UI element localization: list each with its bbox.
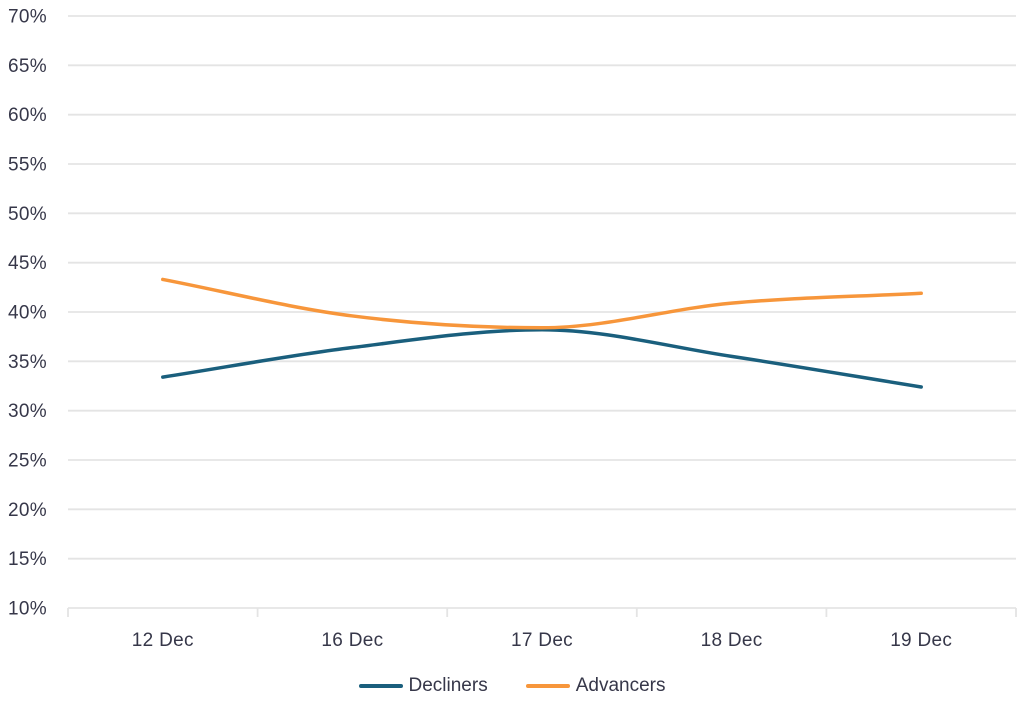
plot-area: 70% 65% 60% 55% 50% 45% 40% 35% 30% 25% 20% 15% 10% 1… xyxy=(8,7,1017,651)
y-axis-label-40: 40% xyxy=(8,303,47,324)
y-axis-label-15: 15% xyxy=(8,549,47,570)
decliners-legend-label: Decliners xyxy=(408,675,488,696)
advancers-line-swatch xyxy=(525,684,570,688)
y-axis-label-30: 30% xyxy=(8,401,47,422)
x-axis-label-19-dec: 19 Dec xyxy=(890,630,952,651)
y-axis-label-60: 60% xyxy=(8,105,47,126)
y-axis-label-70: 70% xyxy=(8,7,47,28)
advancers-legend-label: Advancers xyxy=(575,675,666,696)
x-axis-label-12-dec: 12 Dec xyxy=(132,630,194,651)
y-axis-label-10: 10% xyxy=(8,599,47,620)
legend-item-advancers: Advancers xyxy=(525,675,666,697)
y-axis-label-65: 65% xyxy=(8,56,47,77)
x-axis-label-16-dec: 16 Dec xyxy=(321,630,383,651)
x-axis-label-18-dec: 18 Dec xyxy=(701,630,763,651)
advancers-decliners-chart: 70% 65% 60% 55% 50% 45% 40% 35% 30% 25% 20% 15% 10% 1… xyxy=(0,7,1024,697)
legend-item-decliners: Decliners xyxy=(358,675,488,697)
y-axis-label-45: 45% xyxy=(8,253,47,274)
y-axis-label-20: 20% xyxy=(8,500,47,521)
y-axis-label-50: 50% xyxy=(8,204,47,225)
decliners-line xyxy=(161,328,923,389)
decliners-line-swatch xyxy=(358,684,403,688)
advancers-line xyxy=(161,277,923,330)
y-axis-label-25: 25% xyxy=(8,451,47,472)
x-axis-label-17-dec: 17 Dec xyxy=(511,630,573,651)
chart-legend: Decliners Advancers xyxy=(0,675,1024,697)
y-axis-label-35: 35% xyxy=(8,352,47,373)
y-axis-label-55: 55% xyxy=(8,155,47,176)
